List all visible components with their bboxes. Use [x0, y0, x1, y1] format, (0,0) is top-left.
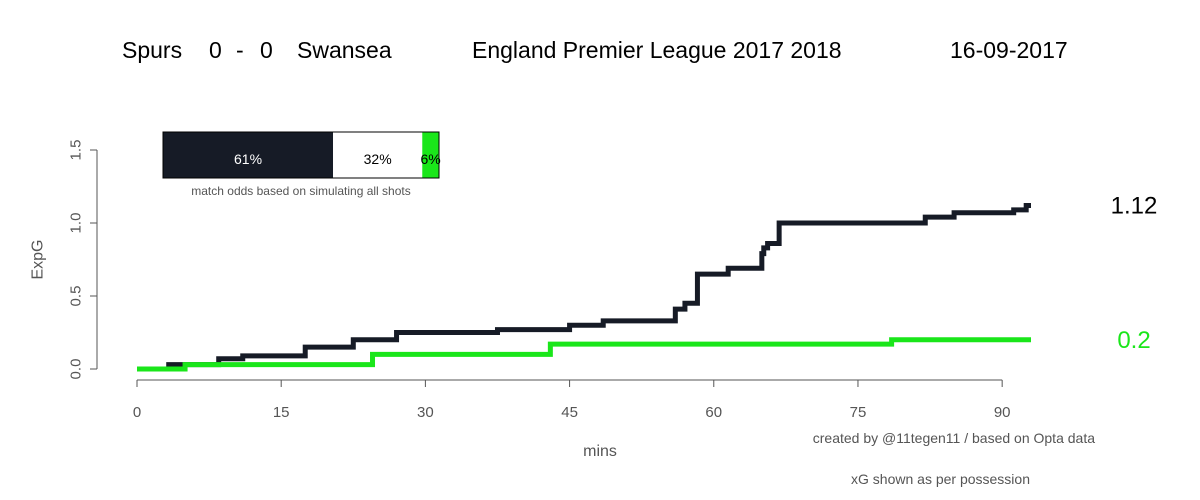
final-xg-label-spurs: 1.12: [1111, 192, 1158, 219]
header-home-team: Spurs: [122, 37, 182, 63]
header-home-score: 0: [209, 37, 222, 63]
y-tick-label: 0.0: [68, 359, 85, 380]
x-tick-label: 45: [561, 404, 578, 421]
credits-created-by: created by @11tegen11 / based on Opta da…: [813, 430, 1095, 446]
x-tick-label: 75: [850, 404, 867, 421]
odds-away-segment: [422, 132, 439, 178]
odds-frame: [162, 131, 440, 179]
y-tick-label: 0.5: [68, 286, 85, 307]
odds-draw-segment: [333, 132, 423, 178]
odds-home-segment: [163, 132, 334, 178]
credits-possession-note: xG shown as per possession: [851, 471, 1030, 487]
x-tick-label: 15: [273, 404, 290, 421]
x-tick-label: 60: [705, 404, 722, 421]
y-axis-label: ExpG: [30, 239, 47, 279]
x-tick-label: 0: [133, 404, 141, 421]
series-line-spurs: [137, 202, 1031, 372]
series-group: 1.12 0.2: [137, 192, 1158, 372]
header-competition: England Premier League 2017 2018: [472, 37, 842, 63]
header-away-score: 0: [260, 37, 273, 63]
odds-away-label: 6%: [421, 151, 441, 167]
series-line-swansea: [137, 337, 1031, 372]
y-tick-label: 1.5: [68, 140, 85, 161]
match-odds-bar: 61% 32% 6% match odds based on simulatin…: [162, 131, 441, 198]
x-axis-label: mins: [583, 443, 617, 460]
y-tick-label: 1.0: [68, 213, 85, 234]
odds-draw-label: 32%: [364, 151, 392, 167]
final-xg-label-swansea: 0.2: [1117, 327, 1150, 354]
odds-caption: match odds based on simulating all shots: [191, 184, 410, 198]
odds-home-label: 61%: [234, 151, 262, 167]
header-away-team: Swansea: [297, 37, 392, 63]
header-dash: -: [236, 37, 244, 63]
x-tick-label: 90: [994, 404, 1011, 421]
x-tick-label: 30: [417, 404, 434, 421]
axes: 0 15 30 45 60 75 90 0.0 0.5 1.0 1.5 mins ExpG: [30, 140, 1011, 460]
header-date: 16-09-2017: [950, 37, 1068, 63]
